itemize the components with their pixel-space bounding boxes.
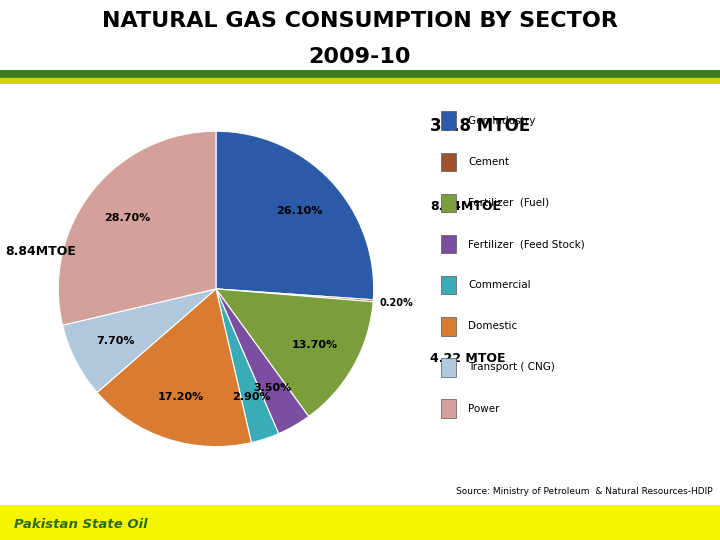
Bar [441, 111, 456, 130]
Text: 2009-10: 2009-10 [309, 46, 411, 67]
Text: 4.22 MTOE: 4.22 MTOE [430, 352, 505, 365]
Wedge shape [97, 289, 251, 447]
Text: Commercial: Commercial [468, 280, 531, 290]
Text: NATURAL GAS CONSUMPTION BY SECTOR: NATURAL GAS CONSUMPTION BY SECTOR [102, 11, 618, 31]
Text: Cement: Cement [468, 157, 509, 167]
Text: Gen Industry: Gen Industry [468, 116, 536, 126]
Bar [441, 276, 456, 294]
Text: 26.10%: 26.10% [276, 206, 322, 217]
Text: Pakistan State Oil: Pakistan State Oil [14, 518, 148, 531]
Bar [0, 70, 720, 78]
Text: Source: Ministry of Petroleum  & Natural Resources-HDIP: Source: Ministry of Petroleum & Natural … [456, 487, 713, 496]
Bar [441, 317, 456, 335]
Text: 28.70%: 28.70% [104, 213, 150, 224]
Text: 3.50%: 3.50% [253, 382, 292, 393]
Text: 0.20%: 0.20% [380, 298, 414, 308]
Wedge shape [63, 289, 216, 393]
Text: Power: Power [468, 403, 500, 414]
Text: 8.04MTOE: 8.04MTOE [430, 200, 501, 213]
Text: Transport ( CNG): Transport ( CNG) [468, 362, 555, 373]
Text: 13.70%: 13.70% [292, 340, 338, 349]
Text: 8.84MTOE: 8.84MTOE [5, 245, 76, 258]
Wedge shape [216, 289, 373, 302]
Text: 30.8 MTOE: 30.8 MTOE [430, 117, 530, 136]
Text: 17.20%: 17.20% [158, 392, 204, 402]
Wedge shape [216, 289, 373, 416]
Bar [0, 78, 720, 84]
Wedge shape [216, 289, 309, 434]
Wedge shape [216, 131, 374, 300]
Bar [441, 400, 456, 418]
Text: Fertilizer  (Fuel): Fertilizer (Fuel) [468, 198, 549, 208]
Bar [441, 194, 456, 212]
Bar [441, 153, 456, 171]
Wedge shape [58, 131, 216, 325]
Wedge shape [216, 289, 279, 443]
Text: Fertilizer  (Feed Stock): Fertilizer (Feed Stock) [468, 239, 585, 249]
Text: Domestic: Domestic [468, 321, 517, 332]
Bar [441, 358, 456, 376]
Bar [441, 235, 456, 253]
Text: 2.90%: 2.90% [232, 392, 271, 402]
Text: 7.70%: 7.70% [96, 336, 134, 346]
